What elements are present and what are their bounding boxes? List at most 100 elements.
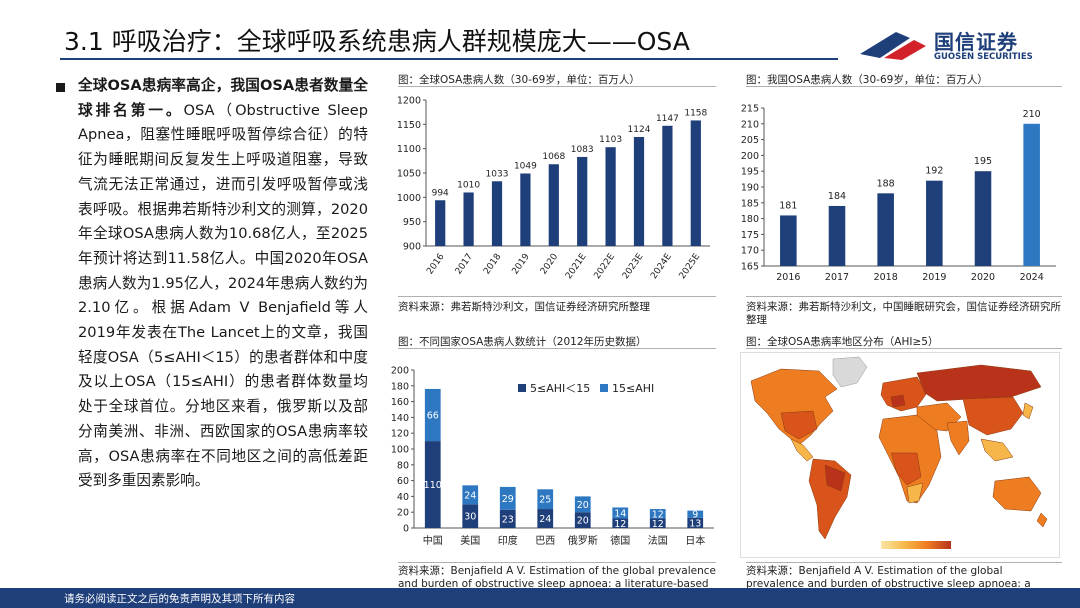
x-tick-label: 德国	[610, 534, 630, 547]
bar-2025E	[690, 120, 701, 246]
x-tick-label: 2023E	[621, 252, 646, 281]
data-label: 23	[502, 514, 514, 525]
y-tick-label: 900	[403, 242, 421, 253]
country-osa-chart: 0 20 40 60 80 100 120 140 160 180 200 110 66 中国 30 24 美国…	[391, 366, 714, 547]
x-tick-label: 2016	[425, 252, 446, 277]
legend-label: 15≤AHI	[612, 382, 654, 395]
bar-2017	[463, 192, 474, 246]
y-tick-label: 1200	[397, 96, 421, 107]
y-tick-label: 160	[391, 397, 409, 408]
bar-俄罗斯-series1	[574, 496, 591, 513]
data-label: 1068	[542, 152, 565, 162]
y-tick-label: 40	[397, 492, 409, 503]
chart4-caption: 图：全球OSA患病率地区分布（AHI≥5）	[746, 336, 939, 348]
x-tick-label: 法国	[648, 534, 668, 547]
bar-2020	[974, 171, 992, 266]
x-tick-label: 2018	[482, 252, 503, 277]
x-tick-label: 2017	[454, 252, 475, 276]
title-underline	[60, 58, 838, 60]
bar-法国-series1	[649, 509, 666, 519]
bar-日本-series0	[687, 517, 704, 528]
data-label: 1083	[571, 145, 594, 155]
x-tick-label: 2019	[511, 252, 532, 277]
x-tick-label: 2022E	[592, 252, 617, 281]
data-label: 29	[502, 494, 514, 505]
data-label: 1103	[599, 135, 622, 145]
data-label: 9	[692, 510, 698, 521]
chart1-source-rule	[398, 296, 716, 297]
y-tick-label: 185	[741, 198, 759, 209]
y-tick-label: 120	[391, 429, 409, 440]
data-label: 12	[652, 519, 664, 530]
y-tick-label: 205	[741, 135, 759, 146]
chart4-source-rule	[746, 562, 1062, 563]
data-label: 195	[974, 156, 992, 167]
x-tick-label: 2021E	[564, 252, 589, 281]
data-label: 25	[539, 495, 551, 506]
summary-lead: 全球OSA患病率高企，我国OSA患者数量全球排名第一。	[78, 77, 368, 119]
chart3-source: 资料来源：Benjafield A V. Estimation of the g…	[398, 565, 716, 588]
bar-2016	[435, 200, 446, 246]
chart3-caption: 图：不同国家OSA患病人数统计（2012年历史数据）	[398, 336, 647, 348]
x-tick-label: 2019	[922, 272, 946, 283]
data-label: 1033	[486, 169, 509, 179]
y-tick-label: 950	[403, 217, 421, 228]
x-tick-label: 2024	[1020, 272, 1044, 283]
y-tick-label: 170	[741, 246, 759, 257]
bar-中国-series0	[424, 441, 441, 528]
bar-德国-series1	[612, 507, 629, 519]
y-tick-label: 180	[391, 381, 409, 392]
bar-2020	[548, 164, 559, 246]
chart1-source: 资料来源：弗若斯特沙利文，国信证券经济研究所整理	[398, 301, 650, 313]
data-label: 1124	[628, 125, 651, 135]
chart4-source: 资料来源：Benjafield A V. Estimation of the g…	[746, 565, 1031, 588]
x-tick-label: 美国	[460, 534, 480, 547]
footer-disclaimer: 请务必阅读正文之后的免责声明及其项下所有内容	[64, 593, 295, 605]
data-label: 181	[779, 200, 797, 211]
data-label: 188	[877, 178, 895, 189]
x-tick-label: 日本	[685, 534, 705, 547]
data-label: 1158	[684, 108, 707, 118]
bullet-square-icon	[56, 83, 65, 92]
y-tick-label: 180	[741, 214, 759, 225]
bar-德国-series0	[612, 518, 629, 528]
x-tick-label: 2020	[539, 252, 560, 277]
x-tick-label: 2020	[971, 272, 995, 283]
bar-2023E	[633, 136, 645, 246]
logo-name-cn: 国信证券	[934, 30, 1018, 54]
bar-2022E	[605, 147, 616, 246]
summary-text: 全球OSA患病率高企，我国OSA患者数量全球排名第一。OSA（Obstructi…	[78, 74, 368, 494]
bar-印度-series0	[499, 509, 516, 528]
y-tick-label: 20	[397, 508, 409, 519]
bar-巴西-series1	[537, 489, 554, 510]
map-legend-bar	[881, 541, 951, 549]
chart2-source-rule	[746, 296, 1062, 297]
bar-2016	[780, 215, 797, 266]
bar-印度-series1	[499, 486, 516, 510]
footer-bar: 请务必阅读正文之后的免责声明及其项下所有内容	[0, 588, 1080, 608]
x-tick-label: 中国	[423, 534, 443, 547]
legend-swatch	[600, 384, 608, 392]
x-tick-label: 2025E	[678, 252, 703, 281]
x-tick-label: 巴西	[535, 535, 555, 547]
bar-2019	[926, 180, 943, 266]
y-tick-label: 1100	[397, 144, 421, 155]
logo-name-en: GUOSEN SECURITIES	[934, 52, 1033, 62]
global-osa-chart: 900 950 1000 1050 1100 1150 1200 994 2016 1010 201…	[397, 96, 710, 281]
data-label: 30	[464, 512, 476, 523]
legend-label: 5≤AHI＜15	[530, 382, 590, 395]
data-label: 110	[424, 480, 442, 491]
data-label: 24	[464, 490, 476, 501]
data-label: 20	[577, 500, 589, 511]
y-tick-label: 1050	[397, 169, 421, 180]
data-label: 12	[652, 509, 664, 520]
data-label: 210	[1023, 109, 1041, 120]
y-tick-label: 190	[741, 183, 759, 194]
summary-body: OSA（Obstructive Sleep Apnea，阻塞性睡眠呼吸暂停综合征…	[78, 101, 368, 490]
world-map-graphic	[741, 353, 1059, 557]
bar-俄罗斯-series0	[574, 512, 591, 528]
bar-2018	[491, 181, 503, 246]
china-osa-chart: 165 170 175 180 185 190 195 200 205 210 215 181 2016…	[741, 104, 1056, 283]
x-tick-label: 2016	[776, 272, 800, 283]
bar-2017	[828, 205, 846, 266]
